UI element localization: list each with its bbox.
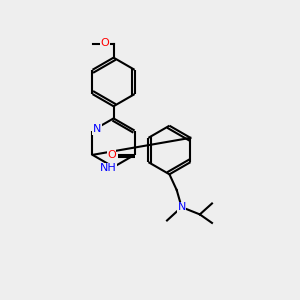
Text: N: N bbox=[93, 124, 101, 134]
Text: NH: NH bbox=[100, 163, 117, 173]
Text: O: O bbox=[107, 150, 116, 160]
Text: O: O bbox=[101, 38, 110, 48]
Text: N: N bbox=[177, 202, 186, 212]
